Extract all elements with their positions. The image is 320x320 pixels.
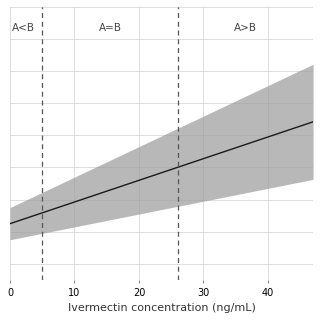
X-axis label: Ivermectin concentration (ng/mL): Ivermectin concentration (ng/mL) [68, 303, 255, 313]
Text: A>B: A>B [234, 23, 257, 33]
Text: A=B: A=B [99, 23, 122, 33]
Text: A<B: A<B [12, 23, 35, 33]
